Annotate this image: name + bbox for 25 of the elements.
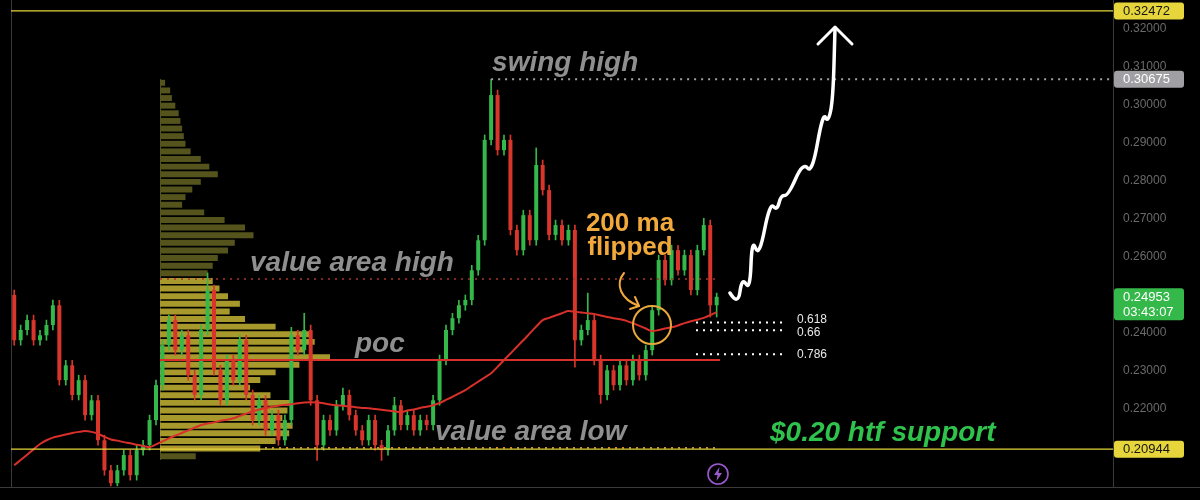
- y-tick-label: 0.27000: [1123, 211, 1167, 226]
- ref-line-label: value area low: [435, 414, 629, 446]
- y-tick-label: 0.26000: [1123, 249, 1167, 264]
- ref-line-label: poc: [354, 327, 406, 359]
- text: 0.20944: [1123, 441, 1170, 457]
- text: 0.24953: [1123, 288, 1170, 304]
- annotation: 0.786: [797, 346, 828, 361]
- text: 0.30675: [1123, 71, 1170, 87]
- ref-line-label: $0.20 htf support: [769, 416, 998, 448]
- ref-line-label: value area high: [250, 246, 454, 278]
- y-tick-label: 0.30000: [1123, 97, 1167, 112]
- y-tick-label: 0.23000: [1123, 363, 1167, 378]
- y-tick-label: 0.31000: [1123, 59, 1167, 74]
- y-tick-label: 0.32000: [1123, 21, 1167, 36]
- y-tick-label: 0.29000: [1123, 135, 1167, 150]
- y-tick-label: 0.28000: [1123, 173, 1167, 188]
- text: 03:43:07: [1123, 303, 1174, 319]
- y-tick-label: 0.22000: [1123, 401, 1167, 416]
- ref-line-label: swing high: [492, 46, 639, 78]
- y-tick-label: 0.24000: [1123, 325, 1167, 340]
- annotation: 0.618: [797, 312, 828, 327]
- bar: [160, 437, 276, 444]
- annotation: 200 ma flipped: [585, 207, 675, 261]
- annotation: 0.66: [797, 325, 821, 340]
- text: 0.32472: [1123, 3, 1170, 19]
